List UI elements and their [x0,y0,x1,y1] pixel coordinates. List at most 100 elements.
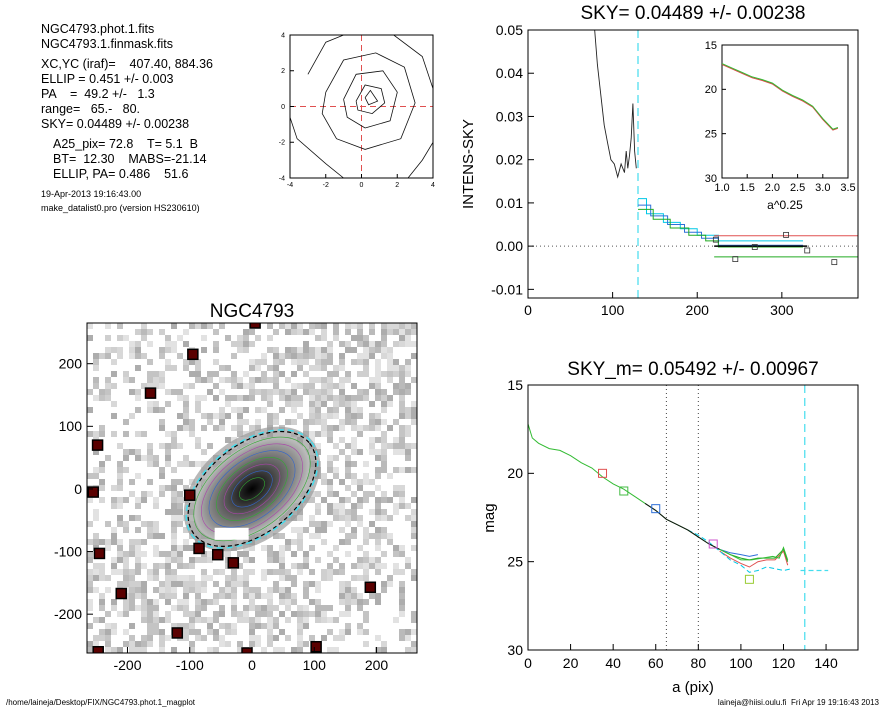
image-noise-pixel [327,629,333,635]
image-noise-pixel [201,605,207,611]
image-noise-pixel [309,353,315,359]
image-noise-pixel [387,539,393,545]
image-noise-pixel [237,611,243,617]
image-noise-pixel [231,611,237,617]
image-noise-pixel [195,629,201,635]
image-noise-pixel [339,377,345,383]
image-noise-pixel [381,347,387,353]
image-noise-pixel [171,341,177,347]
image-noise-pixel [165,347,171,353]
image-noise-pixel [393,437,399,443]
image-noise-pixel [369,533,375,539]
image-noise-pixel [357,359,363,365]
image-noise-pixel [129,353,135,359]
image-noise-pixel [93,569,99,575]
image-noise-pixel [153,533,159,539]
image-noise-pixel [129,515,135,521]
image-noise-pixel [141,497,147,503]
image-noise-pixel [183,401,189,407]
image-noise-pixel [357,371,363,377]
image-noise-pixel [375,449,381,455]
inset-frame [721,44,849,179]
image-noise-pixel [381,431,387,437]
image-noise-pixel [171,467,177,473]
image-noise-pixel [399,587,405,593]
image-noise-pixel [315,617,321,623]
image-noise-pixel [315,503,321,509]
image-noise-pixel [291,359,297,365]
image-noise-pixel [183,419,189,425]
image-noise-pixel [231,623,237,629]
image-noise-pixel [195,581,201,587]
image-noise-pixel [207,413,213,419]
image-xtick-label: -200 [113,657,141,673]
image-noise-pixel [339,587,345,593]
image-noise-pixel [147,341,153,347]
image-panel: NGC4793 -200 -100 0 100 200 -200 -100 0 100 200 [54,301,418,673]
image-noise-pixel [327,371,333,377]
image-noise-pixel [219,365,225,371]
image-title: NGC4793 [210,301,295,322]
image-noise-pixel [327,551,333,557]
image-noise-pixel [351,527,357,533]
image-noise-pixel [213,359,219,365]
image-noise-pixel [363,479,369,485]
image-noise-pixel [309,347,315,353]
image-noise-pixel [207,323,213,329]
image-noise-pixel [285,539,291,545]
image-noise-pixel [309,545,315,551]
image-noise-pixel [213,611,219,617]
image-noise-pixel [375,419,381,425]
image-noise-pixel [153,371,159,377]
image-noise-pixel [99,605,105,611]
image-noise-pixel [177,557,183,563]
image-noise-pixel [219,323,225,329]
image-noise-pixel [123,575,129,581]
image-isophote [231,470,273,508]
image-noise-pixel [303,419,309,425]
image-noise-pixel [147,377,153,383]
image-noise-pixel [135,395,141,401]
image-noise-pixel [135,347,141,353]
image-noise-pixel [171,551,177,557]
image-noise-pixel [399,413,405,419]
image-noise-pixel [87,539,93,545]
image-noise-pixel [261,395,267,401]
image-noise-pixel [363,569,369,575]
image-noise-pixel [321,323,327,329]
image-noise-pixel [189,611,195,617]
image-noise-pixel [309,323,315,329]
image-masked-region [214,527,249,540]
image-noise-pixel [165,509,171,515]
image-noise-pixel [105,347,111,353]
image-noise-pixel [237,431,243,437]
image-noise-pixel [183,485,189,491]
image-noise-pixel [399,431,405,437]
image-noise-pixel [183,341,189,347]
image-noise-pixel [141,599,147,605]
image-noise-pixel [207,377,213,383]
image-noise-pixel [135,641,141,647]
image-noise-pixel [111,485,117,491]
image-noise-pixel [249,341,255,347]
image-noise-pixel [345,623,351,629]
image-noise-pixel [321,611,327,617]
image-noise-pixel [315,359,321,365]
image-star-mask [92,645,104,653]
image-noise-pixel [399,335,405,341]
image-noise-pixel [183,575,189,581]
image-noise-pixel [177,503,183,509]
image-noise-pixel [399,611,405,617]
image-noise-pixel [225,587,231,593]
contour-xtick-label: -2 [323,182,329,189]
image-noise-pixel [87,497,93,503]
image-noise-pixel [261,569,267,575]
image-noise-pixel [339,539,345,545]
image-noise-pixel [111,623,117,629]
image-noise-pixel [249,623,255,629]
image-noise-pixel [99,593,105,599]
image-noise-pixel [345,485,351,491]
image-noise-pixel [201,395,207,401]
image-noise-pixel [387,323,393,329]
image-noise-pixel [183,383,189,389]
